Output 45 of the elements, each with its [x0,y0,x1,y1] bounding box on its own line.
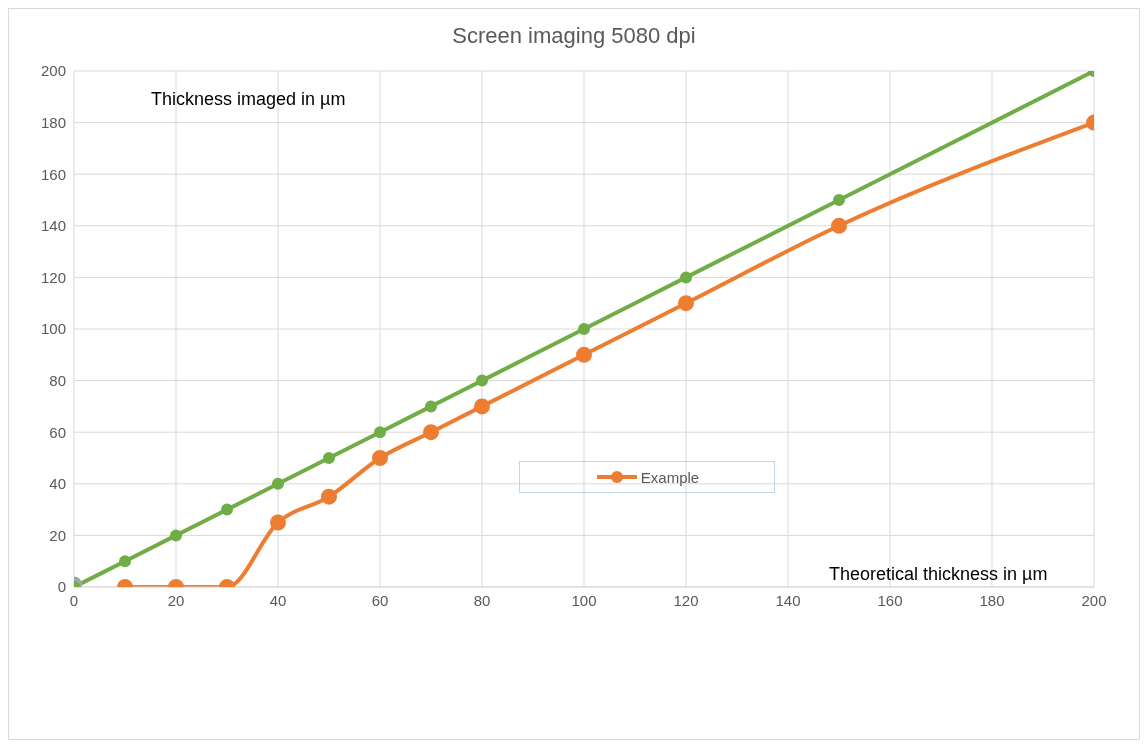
point [170,529,182,542]
y-tick-label: 40 [49,475,66,493]
x-axis-title: Theoretical thickness in µm [829,564,1048,585]
y-tick-label: 140 [40,217,66,235]
x-tick-label: 160 [877,591,903,609]
y-tick-label: 160 [40,165,66,183]
y-axis-title: Thickness imaged in µm [151,89,346,110]
y-tick-label: 100 [40,320,66,338]
x-tick-label: 80 [473,591,491,609]
legend-label: Example [640,468,700,486]
point [680,271,692,284]
y-tick-label: 20 [49,526,66,544]
point [833,194,845,206]
point [119,555,131,568]
point [321,488,337,505]
point [474,398,490,415]
y-tick-label: 80 [49,371,66,389]
x-tick-label: 200 [1081,591,1107,609]
x-tick-label: 20 [167,591,185,609]
x-tick-label: 0 [69,591,79,609]
chart-title: Screen imaging 5080 dpi [451,23,697,49]
y-tick-label: 200 [40,62,66,80]
x-tick-label: 100 [571,591,597,609]
x-tick-label: 120 [673,591,699,609]
point [678,295,694,312]
point [423,424,439,441]
point [374,426,386,439]
point [323,452,335,464]
point [221,503,233,516]
point [578,323,590,335]
x-tick-label: 40 [269,591,287,609]
x-tick-label: 180 [979,591,1005,609]
x-tick-label: 60 [371,591,389,609]
point [576,346,592,363]
point [425,400,437,413]
y-tick-label: 120 [40,268,66,286]
point [831,217,847,234]
y-tick-label: 60 [49,423,66,441]
point [476,374,488,387]
y-tick-label: 180 [40,113,66,131]
point [270,514,286,531]
point [372,450,388,466]
x-tick-label: 140 [775,591,801,609]
y-tick-label: 0 [57,578,66,596]
point [272,477,284,490]
